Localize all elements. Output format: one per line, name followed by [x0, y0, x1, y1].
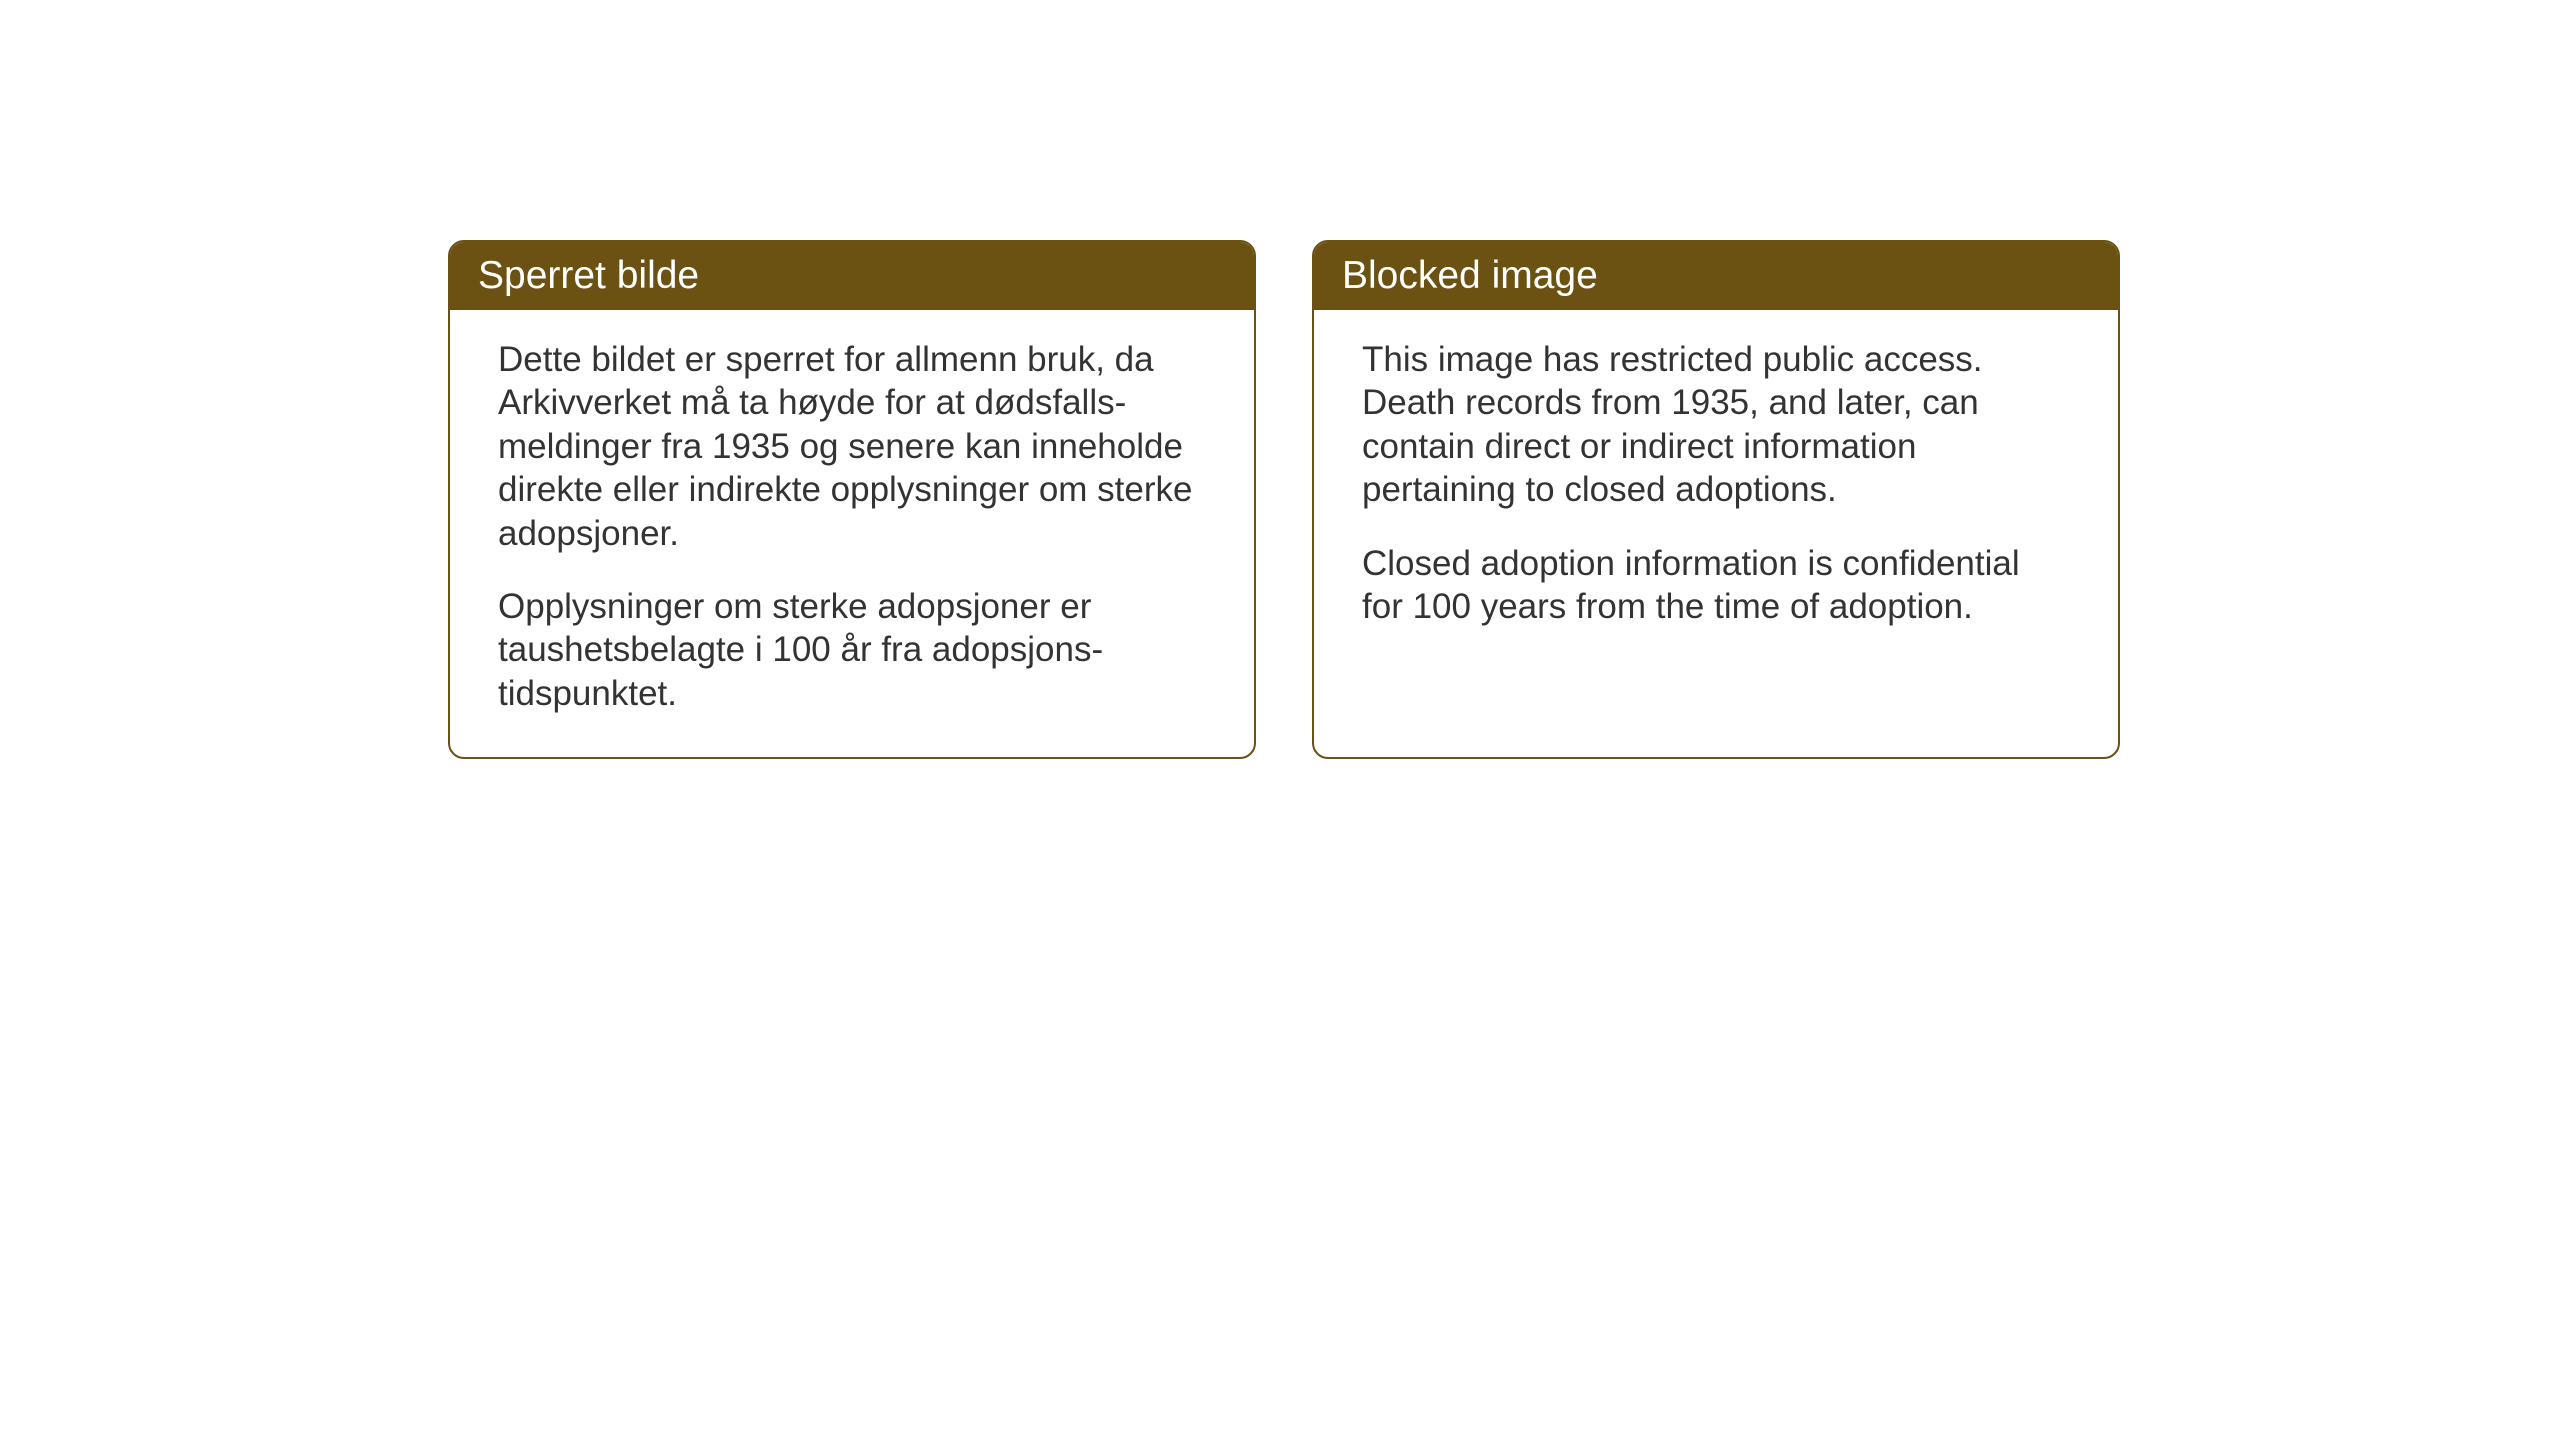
cards-container: Sperret bilde Dette bildet er sperret fo… — [448, 240, 2120, 759]
english-paragraph-2: Closed adoption information is confident… — [1362, 542, 2070, 629]
norwegian-paragraph-1: Dette bildet er sperret for allmenn bruk… — [498, 338, 1206, 555]
norwegian-card-header: Sperret bilde — [450, 242, 1254, 310]
norwegian-card-title: Sperret bilde — [478, 254, 699, 297]
english-paragraph-1: This image has restricted public access.… — [1362, 338, 2070, 512]
norwegian-card: Sperret bilde Dette bildet er sperret fo… — [448, 240, 1256, 759]
english-card-title: Blocked image — [1342, 254, 1598, 297]
norwegian-card-body: Dette bildet er sperret for allmenn bruk… — [450, 310, 1254, 757]
english-card-header: Blocked image — [1314, 242, 2118, 310]
english-card: Blocked image This image has restricted … — [1312, 240, 2120, 759]
english-card-body: This image has restricted public access.… — [1314, 310, 2118, 670]
norwegian-paragraph-2: Opplysninger om sterke adopsjoner er tau… — [498, 585, 1206, 715]
